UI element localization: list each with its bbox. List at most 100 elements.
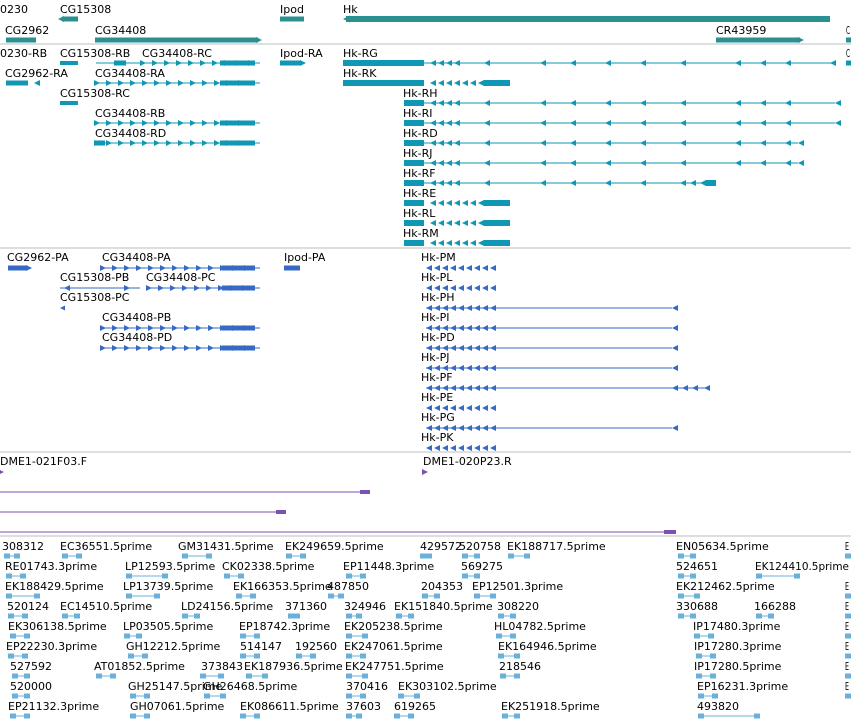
protein-cg34408-pc[interactable]: CG34408-PC [146,271,260,291]
feature-label[interactable]: CG15308-PB [60,271,129,284]
feature-label[interactable]: E [845,660,849,673]
feature-label[interactable]: Hk-PM [421,251,456,264]
feature-label[interactable]: EP22230.3prime [6,640,97,653]
est-hl04782-5prime[interactable]: HL04782.5prime [494,620,586,639]
est-lp12593-5prime[interactable]: LP12593.5prime [125,560,216,579]
feature-label[interactable]: Hk-RG [343,47,378,60]
est-e[interactable]: E [845,680,851,699]
feature-label[interactable]: 166288 [754,600,796,613]
feature-label[interactable]: CG15308-PC [60,291,130,304]
feature-label[interactable]: CG15308-RC [60,87,130,100]
protein-hk-pj[interactable]: Hk-PJ [421,351,678,371]
feature-label[interactable]: Hk-PD [421,331,455,344]
feature-label[interactable]: RE01743.3prime [5,560,97,573]
feature-label[interactable]: EP12501.3prime [472,580,563,593]
feature-label[interactable]: EP18742.3prime [239,620,330,633]
gene-ipod[interactable]: Ipod [280,3,304,22]
est-re01743-3prime[interactable]: RE01743.3prime [5,560,97,579]
protein-hk-pl[interactable]: Hk-PL [421,271,496,291]
feature-label[interactable]: 371360 [285,600,327,613]
feature-label[interactable]: GM31431.5prime [178,540,274,553]
est-ek247751-5prime[interactable]: EK247751.5prime [345,660,444,679]
protein-ipod-pa[interactable]: Ipod-PA [284,251,326,271]
feature-label[interactable]: Hk-RI [403,107,433,120]
est-ip17280-3prime[interactable]: IP17280.3prime [694,640,782,659]
est-ep18742-3prime[interactable]: EP18742.3prime [239,620,330,639]
est-308312[interactable]: 308312 [2,540,44,559]
est-e[interactable]: E [845,580,851,599]
est-324946[interactable]: 324946 [344,600,386,619]
est-524651[interactable]: 524651 [676,560,718,579]
feature-label[interactable]: EK086611.5prime [240,700,339,713]
feature-label[interactable]: Hk-PE [421,391,453,404]
feature-label[interactable]: EK164946.5prime [498,640,597,653]
feature-label[interactable]: IP17280.5prime [694,660,782,673]
protein-hk-pk[interactable]: Hk-PK [421,431,496,451]
est-gh07061-5prime[interactable]: GH07061.5prime [130,700,225,719]
est-ek164946-5prime[interactable]: EK164946.5prime [498,640,597,659]
est-ep22230-3prime[interactable]: EP22230.3prime [6,640,97,659]
feature-label[interactable]: 218546 [499,660,541,673]
feature-label[interactable]: Ipod-PA [284,251,326,264]
feature-label[interactable]: EK212462.5prime [676,580,775,593]
feature-label[interactable]: CG2962-RA [5,67,68,80]
feature-label[interactable]: 37603 [346,700,381,713]
feature-label[interactable]: E [845,600,849,613]
feature-label[interactable]: CG34408-PC [146,271,216,284]
feature-label[interactable]: Hk-RD [403,127,438,140]
feature-label[interactable]: Hk-PK [421,431,454,444]
feature-label[interactable]: Hk-RK [343,67,377,80]
feature-label[interactable]: 0230 [0,3,28,16]
feature-label[interactable]: 373843 [201,660,243,673]
protein-hk-pg[interactable]: Hk-PG [421,411,678,431]
feature-label[interactable]: GH07061.5prime [130,700,225,713]
feature-label[interactable]: GH25147.5prime [128,680,223,693]
feature-label[interactable]: EK251918.5prime [501,700,600,713]
transcript-hk-ri[interactable]: Hk-RI [403,107,841,126]
est-ek187936-5prime[interactable]: EK187936.5prime [244,660,343,679]
feature-label[interactable]: CK02338.5prime [222,560,315,573]
feature-label[interactable]: EK151840.5prime [394,600,493,613]
transcript-hk-rg[interactable]: Hk-RG [343,47,836,66]
transcript-hk-rm[interactable]: Hk-RM [403,227,510,246]
transcript-cg15308-rc[interactable]: CG15308-RC [60,87,130,105]
transcript-cg34408-rc[interactable]: CG34408-RC [96,47,260,66]
est-e[interactable]: E [845,660,851,679]
protein-cg2962-pa[interactable]: CG2962-PA [7,251,69,271]
est-gm31431-5prime[interactable]: GM31431.5prime [178,540,274,559]
est-e[interactable]: E [845,540,851,559]
feature-label[interactable]: E [845,580,849,593]
feature-label[interactable]: Hk-RM [403,227,439,240]
feature-label[interactable]: E [845,640,849,653]
est-527592[interactable]: 527592 [10,660,52,679]
feature-label[interactable]: IP17480.3prime [693,620,781,633]
feature-label[interactable]: EP21132.3prime [8,700,99,713]
protein-cg34408-pb[interactable]: CG34408-PB [100,311,260,331]
est-ek086611-5prime[interactable]: EK086611.5prime [240,700,339,719]
feature-label[interactable]: CR43959 [716,24,766,37]
est-429572[interactable]: 429572 [420,540,462,559]
feature-label[interactable]: EK188717.5prime [507,540,606,553]
feature-label[interactable]: CG34408-RD [95,127,166,140]
est-ep16231-3prime[interactable]: EP16231.3prime [697,680,788,699]
feature-label[interactable]: E [845,680,849,693]
est-ek188717-5prime[interactable]: EK188717.5prime [507,540,606,559]
gene-c[interactable]: C [846,24,851,43]
protein-hk-pi[interactable]: Hk-PI [421,311,678,331]
feature-label[interactable]: Hk-PF [421,371,453,384]
feature-label[interactable]: EK303102.5prime [398,680,497,693]
feature-label[interactable]: Hk [343,3,358,16]
feature-label[interactable]: HL04782.5prime [494,620,586,633]
est-166288[interactable]: 166288 [754,600,796,619]
est-ek212462-5prime[interactable]: EK212462.5prime [676,580,775,599]
feature-label[interactable]: EC36551.5prime [60,540,152,553]
gene-0230[interactable]: 0230 [0,3,28,16]
est-204353[interactable]: 204353 [421,580,463,599]
est-e[interactable]: E [845,640,851,659]
protein-cg34408-pa[interactable]: CG34408-PA [100,251,260,271]
clone-dme1-020p23-r[interactable]: DME1-020P23.R [422,455,512,475]
feature-label[interactable]: CG2962-PA [7,251,69,264]
feature-label[interactable]: CG15308-RB [60,47,130,60]
est-514147[interactable]: 514147 [240,640,282,659]
feature-label[interactable]: 192560 [295,640,337,653]
